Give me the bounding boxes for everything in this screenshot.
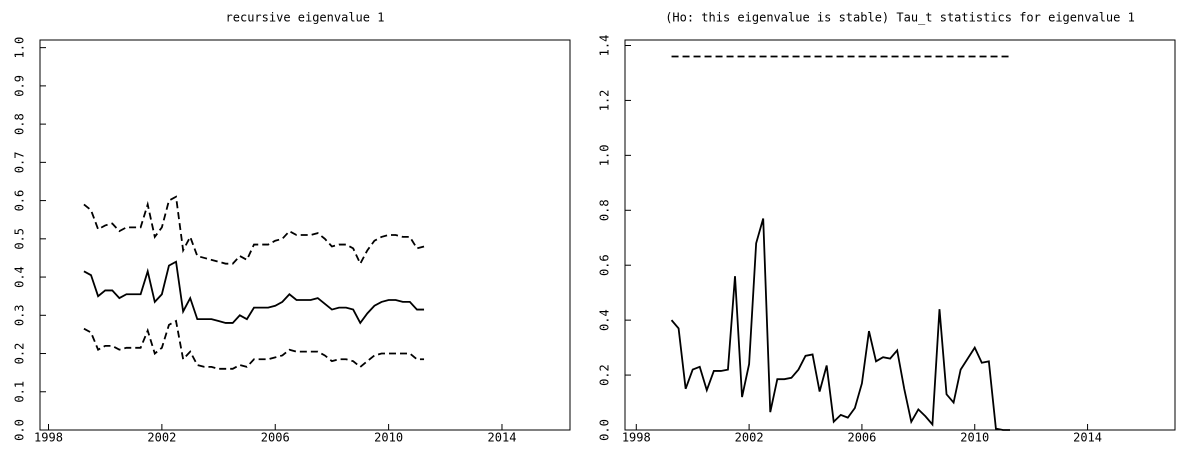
x-tick-label: 1998 <box>622 431 651 445</box>
x-tick-label: 2002 <box>147 431 176 445</box>
x-tick-label: 2010 <box>960 431 989 445</box>
line <box>670 218 1010 431</box>
x-tick-label: 2010 <box>374 431 403 445</box>
y-tick-label: 0.2 <box>598 364 612 386</box>
x-tick-label: 2006 <box>847 431 876 445</box>
y-tick-label: 0.9 <box>13 75 27 97</box>
x-tick-label: 2002 <box>735 431 764 445</box>
y-tick-label: 1.4 <box>598 35 612 57</box>
plot-frame <box>39 39 571 431</box>
y-tick-label: 0.2 <box>13 343 27 365</box>
x-tick-label: 2014 <box>488 431 517 445</box>
y-tick-label: 1.2 <box>598 90 612 112</box>
y-tick-label: 0.4 <box>598 309 612 331</box>
y-tick-label: 1.0 <box>13 37 27 59</box>
y-tick-label: 0.8 <box>13 113 27 135</box>
y-tick-label: 0.8 <box>598 199 612 221</box>
y-tick-label: 0.3 <box>13 304 27 326</box>
y-tick-label: 0.7 <box>13 152 27 174</box>
x-tick-label: 1998 <box>34 431 63 445</box>
y-tick-label: 1.0 <box>598 145 612 167</box>
y-tick-label: 0.0 <box>13 419 27 441</box>
y-tick-label: 0.6 <box>13 190 27 212</box>
chart-title: (Ho: this eigenvalue is stable) Tau_t st… <box>665 11 1135 25</box>
plot-frame <box>624 39 1176 431</box>
chart-title: recursive eigenvalue 1 <box>226 11 385 25</box>
line <box>83 260 425 325</box>
x-tick-label: 2014 <box>1073 431 1102 445</box>
y-tick-label: 0.0 <box>598 419 612 441</box>
x-tick-label: 2006 <box>261 431 290 445</box>
y-tick-label: 0.6 <box>598 254 612 276</box>
dashed-line <box>83 195 425 266</box>
y-tick-label: 0.4 <box>13 266 27 288</box>
dashed-line <box>83 319 425 370</box>
y-tick-label: 0.5 <box>13 228 27 250</box>
y-tick-label: 0.1 <box>13 381 27 403</box>
